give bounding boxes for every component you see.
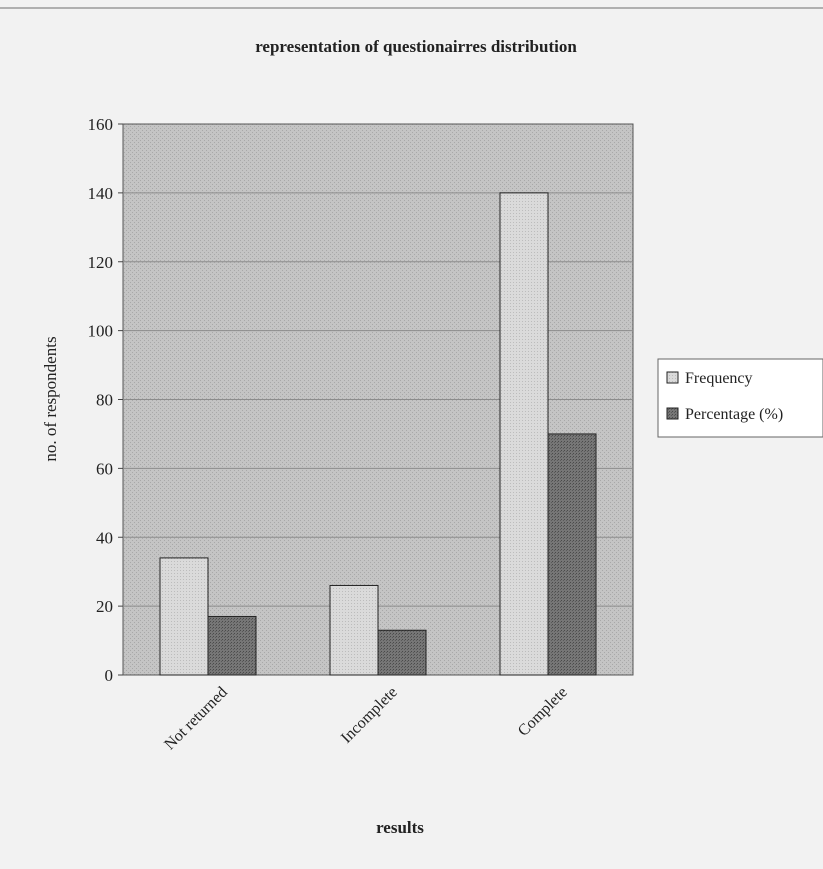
bar-percentage	[207, 615, 257, 676]
y-tick-label: 140	[88, 184, 114, 203]
y-tick-label: 40	[96, 528, 113, 547]
y-tick-label: 100	[88, 322, 114, 341]
x-tick-label: Complete	[515, 684, 571, 740]
legend: Frequency Percentage (%)	[657, 358, 823, 438]
y-tick-label: 20	[96, 597, 113, 616]
x-axis-label: results	[376, 818, 424, 837]
bar-percentage	[377, 629, 427, 676]
legend-label-frequency: Frequency	[685, 370, 753, 387]
y-axis-label: no. of respondents	[41, 336, 60, 461]
y-tick-label: 80	[96, 391, 113, 410]
bar-percentage	[547, 433, 597, 676]
legend-swatch-percentage	[666, 407, 679, 420]
y-tick-label: 120	[88, 253, 114, 272]
x-axis-ticks: Not returned Incomplete Complete	[161, 684, 571, 754]
y-axis-ticks: 0 20 40 60 80 100 120 140 160	[88, 115, 123, 685]
legend-label-percentage: Percentage (%)	[685, 406, 783, 423]
chart-title: representation of questionairres distrib…	[255, 37, 577, 56]
x-tick-label: Not returned	[161, 684, 231, 754]
y-tick-label: 60	[96, 459, 113, 478]
bars	[159, 192, 597, 676]
legend-box	[657, 358, 823, 438]
y-tick-label: 160	[88, 115, 114, 134]
legend-swatch-frequency	[666, 371, 679, 384]
x-tick-label: Incomplete	[338, 684, 401, 747]
y-tick-label: 0	[105, 666, 114, 685]
bar-frequency	[499, 192, 549, 676]
bar-frequency	[159, 557, 209, 676]
bar-frequency	[329, 584, 379, 676]
